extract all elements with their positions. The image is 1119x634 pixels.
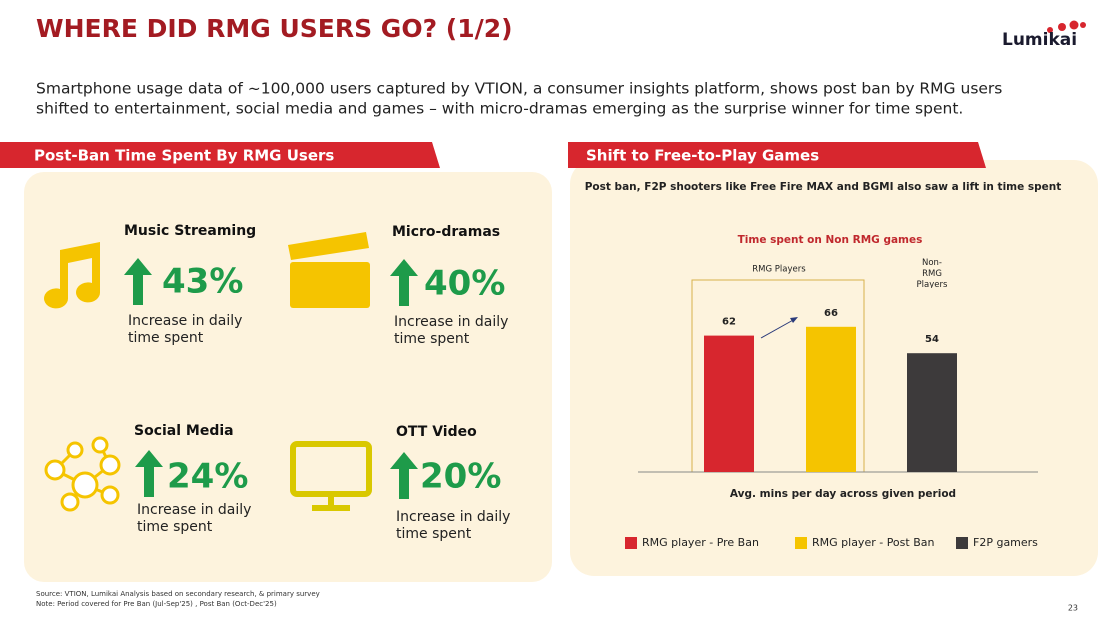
item-desc: time spent xyxy=(128,330,204,346)
item-title: Social Media xyxy=(134,423,234,439)
item-desc: time spent xyxy=(137,519,213,535)
right-panel-title: Shift to Free-to-Play Games xyxy=(586,147,819,165)
left-panel xyxy=(24,172,552,582)
item-title: Micro-dramas xyxy=(392,224,500,240)
shift-arrowhead xyxy=(790,317,798,323)
item-desc: time spent xyxy=(396,526,472,542)
value-label: 62 xyxy=(722,317,736,328)
logo-dots xyxy=(1047,20,1086,33)
legend-swatch xyxy=(795,537,807,549)
shift-arrow xyxy=(760,318,796,339)
legend-swatch xyxy=(956,537,968,549)
bar xyxy=(704,335,754,472)
value-label: 66 xyxy=(824,308,838,319)
footnote: Source: VTION, Lumikai Analysis based on… xyxy=(36,590,320,598)
legend-swatch xyxy=(625,537,637,549)
x-axis-label: Avg. mins per day across given period xyxy=(730,488,956,500)
intro-line: shifted to entertainment, social media a… xyxy=(36,100,963,118)
network-icon xyxy=(44,436,121,512)
right-ribbon xyxy=(568,142,986,168)
group-label-box: Non-RMG Players xyxy=(916,258,948,288)
clapper-icon xyxy=(288,232,370,308)
item-value: 40% xyxy=(424,264,505,304)
right-panel-subtitle: Post ban, F2P shooters like Free Fire MA… xyxy=(585,181,1062,193)
bar xyxy=(907,353,957,472)
item-title: Music Streaming xyxy=(124,223,256,239)
item-title: OTT Video xyxy=(396,424,477,440)
bar xyxy=(806,326,856,472)
legend-label: F2P gamers xyxy=(973,536,1038,549)
value-label: 54 xyxy=(925,334,939,345)
item-desc: Increase in daily xyxy=(396,509,510,525)
chart-title: Time spent on Non RMG games xyxy=(738,234,923,246)
item-desc: time spent xyxy=(394,331,470,347)
slide-title: WHERE DID RMG USERS GO? (1/2) xyxy=(36,14,513,43)
item-desc: Increase in daily xyxy=(128,313,242,329)
intro-line: Smartphone usage data of ~100,000 users … xyxy=(36,80,1002,98)
footnote: Note: Period covered for Pre Ban (Jul-Se… xyxy=(36,600,277,608)
up-arrows xyxy=(124,258,418,499)
legend-label: RMG player - Pre Ban xyxy=(642,536,759,549)
item-value: 24% xyxy=(167,457,248,497)
monitor-icon xyxy=(290,441,372,511)
left-panel-title: Post-Ban Time Spent By RMG Users xyxy=(34,147,334,165)
item-desc: Increase in daily xyxy=(137,502,251,518)
logo: Lumikai xyxy=(1002,30,1077,50)
item-desc: Increase in daily xyxy=(394,314,508,330)
item-value: 20% xyxy=(420,457,501,497)
legend-label: RMG player - Post Ban xyxy=(812,536,934,549)
group-label: RMG Players xyxy=(752,265,806,275)
left-ribbon xyxy=(0,142,440,168)
group-label: Non-RMG Players xyxy=(916,258,948,288)
page-number: 23 xyxy=(1068,604,1078,613)
music-icon xyxy=(44,242,101,309)
item-value: 43% xyxy=(162,262,243,302)
